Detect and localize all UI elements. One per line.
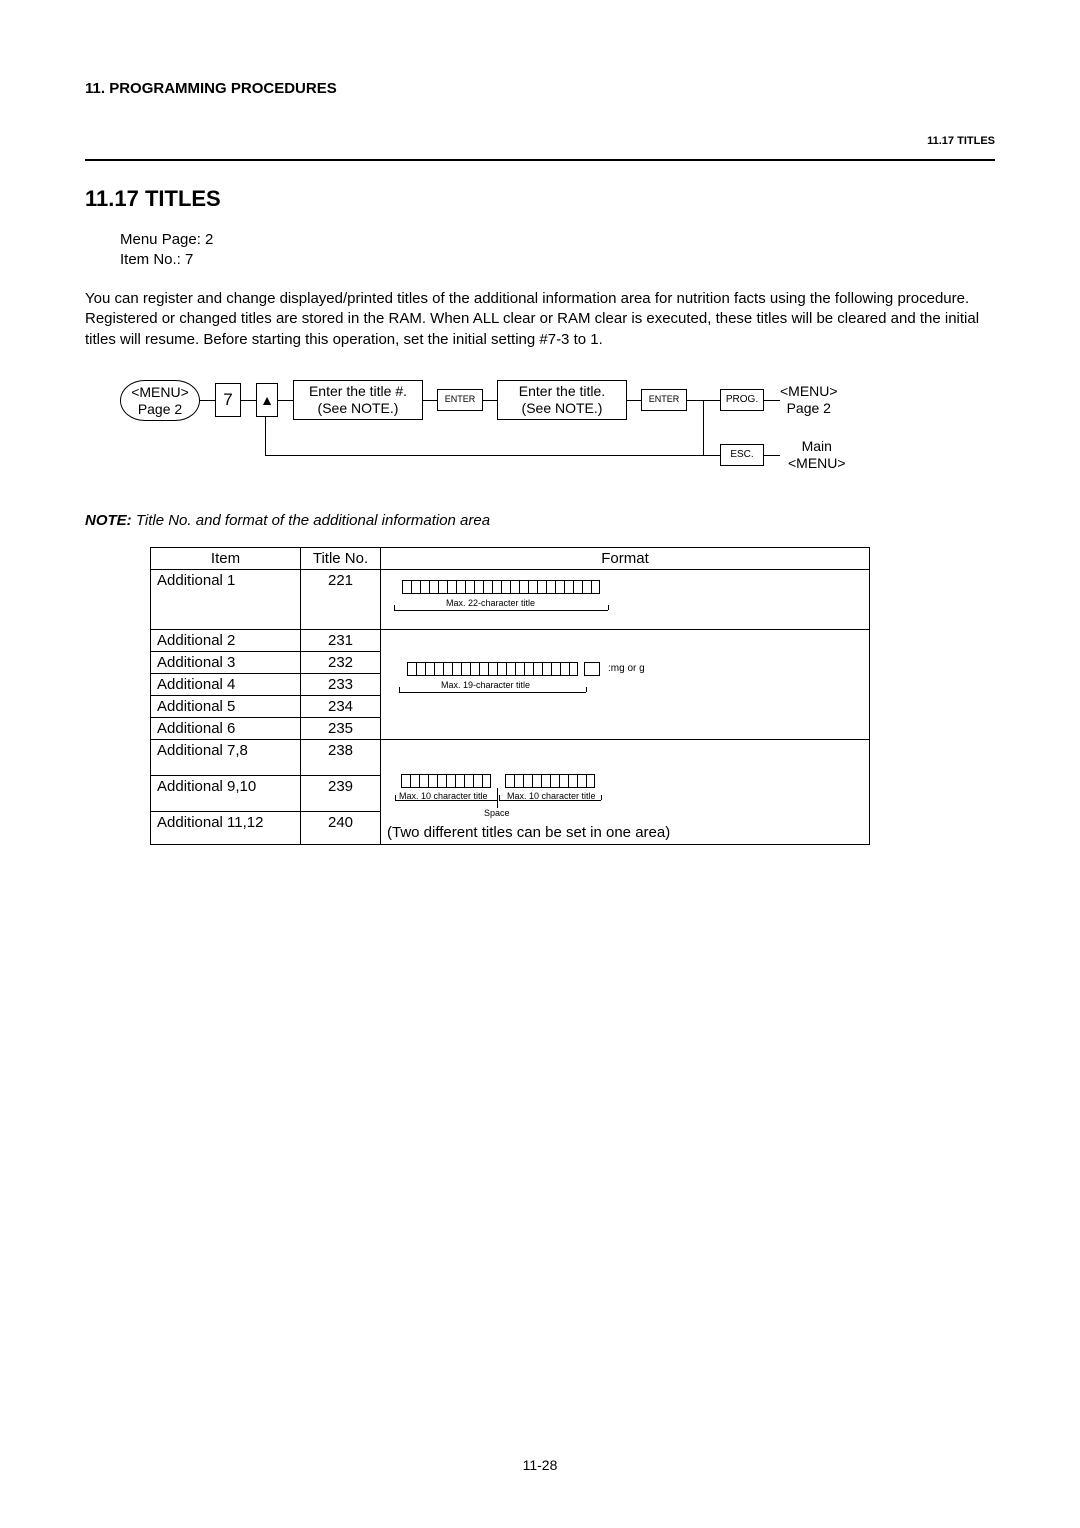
flow-menu-oval: <MENU> Page 2	[120, 380, 200, 422]
flow-main-menu: Main <MENU>	[788, 438, 846, 472]
cell-tn: 232	[301, 651, 381, 673]
flow-prog-key: PROG.	[720, 389, 764, 411]
flow-line	[483, 400, 497, 401]
flow-enter-title-num: Enter the title #. (See NOTE.)	[293, 380, 423, 420]
flow-menu-page2: <MENU> Page 2	[780, 383, 838, 417]
section-title: 11.17 TITLES	[85, 186, 995, 212]
flow-esc-key: ESC.	[720, 444, 764, 466]
cell-item: Additional 4	[151, 673, 301, 695]
flow-line	[265, 417, 266, 455]
menu-page: Menu Page: 2	[120, 230, 995, 250]
cell-item: Additional 2	[151, 629, 301, 651]
flow-line	[764, 400, 780, 401]
flow-seven-key: 7	[215, 383, 241, 417]
body-paragraph: You can register and change displayed/pr…	[85, 289, 995, 350]
flow-enter-title: Enter the title. (See NOTE.)	[497, 380, 627, 420]
cell-tn: 233	[301, 673, 381, 695]
flow-line	[703, 400, 704, 455]
note-bold: NOTE:	[85, 512, 132, 529]
flow-line	[200, 400, 215, 401]
flow-line	[265, 455, 703, 456]
flow-line	[241, 400, 256, 401]
cell-item: Additional 7,8	[151, 739, 301, 775]
flow-enter-key-2: ENTER	[641, 389, 687, 411]
cell-tn: 221	[301, 569, 381, 629]
up-arrow-icon: ▲	[260, 392, 274, 408]
cell-tn: 234	[301, 695, 381, 717]
flow-up-key: ▲	[256, 383, 278, 417]
header-left: 11. PROGRAMMING PROCEDURES	[85, 80, 995, 97]
flow-line	[764, 455, 780, 456]
note-line: NOTE: Title No. and format of the additi…	[85, 512, 995, 529]
cell-item: Additional 6	[151, 717, 301, 739]
cell-item: Additional 5	[151, 695, 301, 717]
flow-line	[423, 400, 437, 401]
cell-item: Additional 11,12	[151, 811, 301, 844]
item-no: Item No.: 7	[120, 250, 995, 270]
flow-enter-key-1: ENTER	[437, 389, 483, 411]
note-text: Title No. and format of the additional i…	[132, 512, 490, 529]
cell-tn: 238	[301, 739, 381, 775]
cell-tn: 239	[301, 775, 381, 811]
flow-diagram: <MENU> Page 2 7 ▲ Enter the title #. (Se…	[120, 380, 995, 480]
flow-line	[278, 400, 293, 401]
cell-tn: 231	[301, 629, 381, 651]
cell-item: Additional 1	[151, 569, 301, 629]
title-table: Item Title No. Format Additional 1 221 M…	[150, 547, 870, 845]
cell-tn: 240	[301, 811, 381, 844]
header-right: 11.17 TITLES	[927, 135, 995, 147]
divider	[85, 159, 995, 161]
flow-line	[627, 400, 641, 401]
cell-format: Max. 10 character titleMax. 10 character…	[381, 739, 870, 844]
page-number: 11-28	[0, 1457, 1080, 1473]
cell-item: Additional 3	[151, 651, 301, 673]
flow-line	[703, 455, 720, 456]
cell-item: Additional 9,10	[151, 775, 301, 811]
cell-format: :mg or gMax. 19-character title	[381, 629, 870, 739]
cell-tn: 235	[301, 717, 381, 739]
cell-format: Max. 22-character title	[381, 569, 870, 629]
th-format: Format	[381, 547, 870, 569]
th-item: Item	[151, 547, 301, 569]
th-titleno: Title No.	[301, 547, 381, 569]
